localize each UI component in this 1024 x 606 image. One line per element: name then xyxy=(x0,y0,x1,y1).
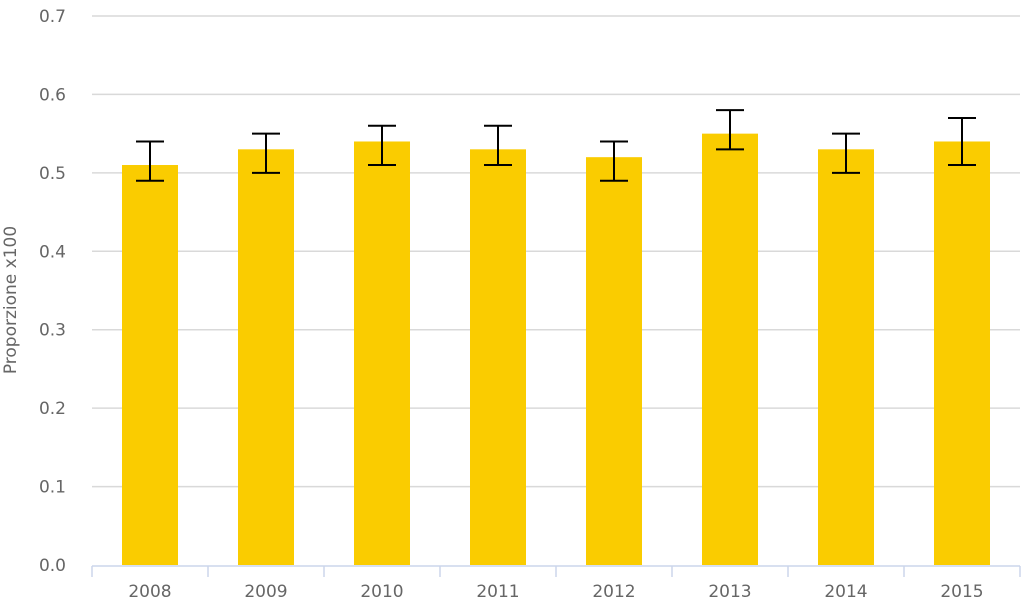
y-tick-label: 0.1 xyxy=(39,478,66,498)
y-tick-label: 0.0 xyxy=(39,556,66,576)
y-axis-label: Proporzione x100 xyxy=(1,226,21,374)
x-tick-label: 2008 xyxy=(128,582,171,602)
x-tick-label: 2013 xyxy=(708,582,751,602)
y-tick-label: 0.5 xyxy=(39,164,66,184)
bar-2013 xyxy=(702,133,758,565)
error-bar-2012 xyxy=(600,140,628,182)
y-tick-label: 0.6 xyxy=(39,85,66,105)
bar-2012 xyxy=(586,157,642,565)
y-tick-label: 0.7 xyxy=(39,7,66,27)
y-tick-labels: 0.0 0.1 0.2 0.3 0.4 0.5 0.6 0.7 xyxy=(39,7,66,576)
y-tick-label: 0.3 xyxy=(39,321,66,341)
x-tick-label: 2012 xyxy=(592,582,635,602)
error-bar-2015 xyxy=(948,116,976,167)
error-bar-2011 xyxy=(484,124,512,167)
y-tick-label: 0.4 xyxy=(39,242,66,262)
error-bar-2013 xyxy=(716,109,744,151)
bar-2009 xyxy=(238,149,294,566)
y-tick-label: 0.2 xyxy=(39,399,66,419)
error-bars xyxy=(136,109,976,182)
error-bar-2009 xyxy=(252,132,280,174)
x-tick-label: 2015 xyxy=(940,582,983,602)
x-tick-label: 2009 xyxy=(244,582,287,602)
x-tick-label: 2014 xyxy=(824,582,867,602)
error-bar-2008 xyxy=(136,140,164,182)
x-axis: 2008 2009 2010 2011 2012 2013 2014 2015 xyxy=(91,565,1021,602)
bar-2008 xyxy=(122,165,178,565)
bars xyxy=(122,133,990,566)
bar-2010 xyxy=(354,141,410,565)
x-tick-label: 2011 xyxy=(476,582,519,602)
error-bar-2010 xyxy=(368,124,396,167)
bar-2015 xyxy=(934,141,990,565)
x-tick-label: 2010 xyxy=(360,582,403,602)
bar-2014 xyxy=(818,149,874,566)
gridlines xyxy=(92,15,1020,488)
error-bar-2014 xyxy=(832,132,860,174)
bar-2011 xyxy=(470,149,526,566)
